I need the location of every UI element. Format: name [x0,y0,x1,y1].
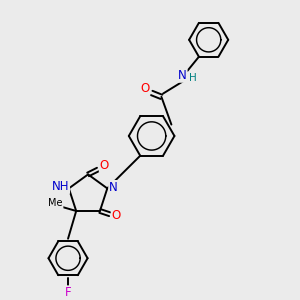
Text: NH: NH [52,180,70,193]
Text: F: F [65,286,71,299]
Text: N: N [109,181,118,194]
Text: Me: Me [48,199,63,208]
Text: N: N [178,69,187,82]
Text: H: H [189,73,197,83]
Text: O: O [111,209,121,222]
Text: O: O [140,82,150,95]
Text: O: O [99,159,109,172]
